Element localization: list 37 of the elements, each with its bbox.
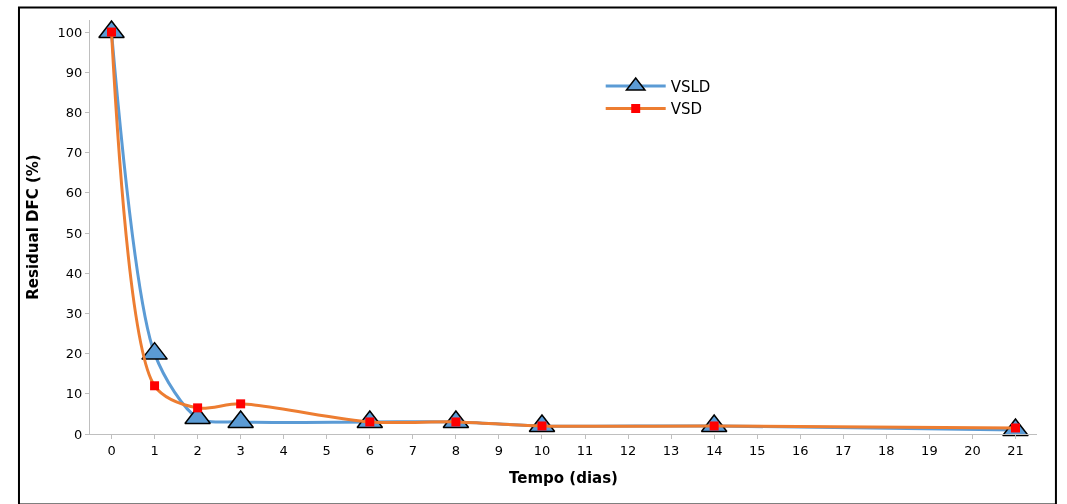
x-tick-label: 13 xyxy=(662,442,680,458)
y-tick-label: 80 xyxy=(65,105,83,120)
y-tick-label: 100 xyxy=(57,24,83,40)
x-tick-label: 11 xyxy=(576,442,594,458)
x-tick-label: 9 xyxy=(494,442,504,458)
x-tick-label: 10 xyxy=(533,442,551,458)
x-tick-label: 8 xyxy=(451,442,461,458)
x-tick-label: 0 xyxy=(107,442,116,458)
x-tick-label: 2 xyxy=(193,442,202,458)
legend-label: VSD xyxy=(670,100,703,119)
x-tick-label: 3 xyxy=(236,442,245,458)
x-tick-label: 4 xyxy=(279,442,288,458)
x-tick-label: 5 xyxy=(322,442,331,458)
x-tick-label: 12 xyxy=(619,442,637,458)
x-tick-label: 18 xyxy=(878,442,895,458)
x-tick-label: 19 xyxy=(921,442,938,458)
y-tick-label: 10 xyxy=(65,386,83,402)
x-tick-label: 21 xyxy=(1007,442,1024,458)
legend-label: VSLD xyxy=(670,77,711,96)
y-tick-label: 50 xyxy=(65,225,83,241)
y-tick-label: 0 xyxy=(74,426,83,442)
y-axis-title: Residual DFC (%) xyxy=(23,154,42,300)
y-tick-label: 90 xyxy=(65,64,83,80)
x-tick-label: 6 xyxy=(365,442,374,458)
y-tick-label: 60 xyxy=(65,185,83,201)
y-tick-label: 20 xyxy=(65,346,83,362)
x-tick-label: 20 xyxy=(964,442,981,458)
x-tick-label: 1 xyxy=(150,442,159,458)
x-tick-label: 14 xyxy=(705,442,723,458)
y-tick-label: 70 xyxy=(65,145,83,161)
x-tick-label: 16 xyxy=(791,442,809,458)
y-tick-label: 30 xyxy=(65,305,83,321)
x-tick-label: 7 xyxy=(408,442,417,458)
y-tick-label: 40 xyxy=(65,265,83,281)
x-axis-title: Tempo (dias) xyxy=(509,468,618,487)
x-tick-label: 17 xyxy=(835,442,852,458)
x-tick-label: 15 xyxy=(748,442,766,458)
